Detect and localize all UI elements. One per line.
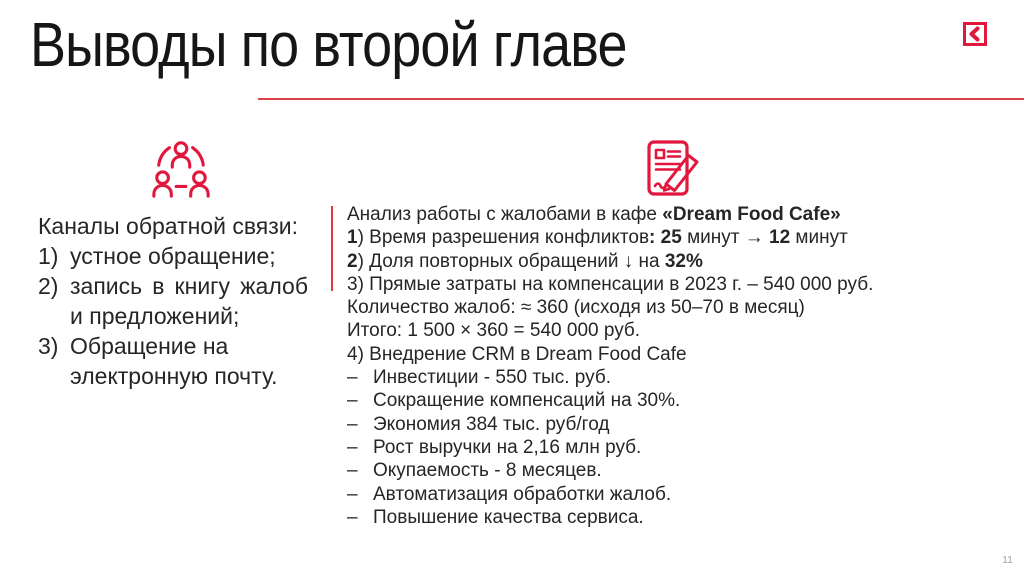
analysis-line: Анализ работы с жалобами в кафе «Dream F… bbox=[347, 203, 987, 226]
analysis-line: Итого: 1 500 × 360 = 540 000 руб. bbox=[347, 319, 987, 342]
dash-bullet: – bbox=[347, 460, 358, 482]
plain-text: Автоматизация обработки жалоб. bbox=[373, 483, 672, 505]
highlighted-text: 12 bbox=[769, 227, 791, 249]
plain-text: Сокращение компенсаций на 30%. bbox=[373, 390, 681, 412]
analysis-line: Количество жалоб: ≈ 360 (исходя из 50–70… bbox=[347, 296, 987, 319]
plain-text: 4) Внедрение CRM в Dream Food Cafe bbox=[347, 343, 687, 365]
analysis-line: 3) Прямые затраты на компенсации в 2023 … bbox=[347, 273, 987, 296]
slide-title: Выводы по второй главе bbox=[30, 11, 627, 80]
analysis-line: 1) Время разрешения конфликтов: 25 минут… bbox=[347, 226, 987, 249]
list-item: 2) запись в книгу жалоб и предложений; bbox=[38, 271, 308, 331]
plain-text: Итого: 1 500 × 360 = 540 000 руб. bbox=[347, 320, 641, 342]
list-item: 1) устное обращение; bbox=[38, 241, 308, 271]
analysis-line-text: Экономия 384 тыс. руб/год bbox=[373, 413, 609, 436]
dash-bullet: – bbox=[347, 506, 358, 528]
plain-text: Анализ работы с жалобами в кафе bbox=[347, 204, 663, 225]
plain-text: ) Доля повторных обращений ↓ на bbox=[357, 250, 665, 272]
document-edit-icon bbox=[644, 138, 702, 200]
plain-text: ) Время разрешения конфликтов bbox=[357, 227, 650, 249]
list-item-number: 2) bbox=[38, 273, 59, 299]
analysis-bullet-line: – Автоматизация обработки жалоб. bbox=[347, 483, 987, 506]
list-item: 3) Обращение на электронную почту. bbox=[38, 331, 308, 391]
back-button[interactable] bbox=[963, 22, 987, 46]
plain-text: Экономия 384 тыс. руб/год bbox=[373, 413, 610, 435]
feedback-channels-heading: Каналы обратной связи: bbox=[38, 213, 299, 239]
plain-text: 3) Прямые затраты на компенсации в 2023 … bbox=[347, 273, 874, 295]
highlighted-text: «Dream Food Cafe» bbox=[662, 204, 841, 225]
plain-text: Инвестиции - 550 тыс. руб. bbox=[373, 367, 612, 389]
complaints-analysis-block: Анализ работы с жалобами в кафе «Dream F… bbox=[347, 203, 987, 529]
analysis-bullet-line: – Инвестиции - 550 тыс. руб. bbox=[347, 366, 987, 389]
feedback-channels-block: Каналы обратной связи: 1) устное обращен… bbox=[38, 211, 308, 391]
list-item-number: 1) bbox=[38, 243, 59, 269]
analysis-line-text: Автоматизация обработки жалоб. bbox=[373, 483, 671, 506]
analysis-line-text: Повышение качества сервиса. bbox=[373, 506, 644, 529]
dash-bullet: – bbox=[347, 367, 358, 389]
highlighted-text: 25 bbox=[660, 227, 682, 249]
dash-bullet: – bbox=[347, 390, 358, 412]
plain-text: Повышение качества сервиса. bbox=[373, 506, 644, 528]
plain-text: минут bbox=[790, 227, 848, 249]
accent-vertical-divider bbox=[331, 206, 333, 291]
analysis-bullet-line: – Повышение качества сервиса. bbox=[347, 506, 987, 529]
dash-bullet: – bbox=[347, 413, 358, 435]
highlighted-text: 1 bbox=[347, 227, 358, 249]
analysis-bullet-line: – Экономия 384 тыс. руб/год bbox=[347, 413, 987, 436]
analysis-bullet-line: – Рост выручки на 2,16 млн руб. bbox=[347, 436, 987, 459]
analysis-line: 4) Внедрение CRM в Dream Food Cafe bbox=[347, 343, 987, 366]
people-network-icon bbox=[150, 138, 212, 200]
list-item-number: 3) bbox=[38, 333, 59, 359]
list-item-text: запись в книгу жалоб и предложений; bbox=[70, 273, 308, 329]
analysis-line-text: Инвестиции - 550 тыс. руб. bbox=[373, 366, 611, 389]
plain-text: Окупаемость - 8 месяцев. bbox=[373, 460, 602, 482]
analysis-line-text: Рост выручки на 2,16 млн руб. bbox=[373, 436, 641, 459]
plain-text: Рост выручки на 2,16 млн руб. bbox=[373, 436, 642, 458]
highlighted-text: : bbox=[649, 227, 656, 249]
page-number: 11 bbox=[1002, 554, 1013, 566]
list-item-text: устное обращение; bbox=[70, 243, 276, 269]
back-chevron-icon bbox=[963, 22, 987, 50]
plain-text: минут → bbox=[681, 227, 770, 249]
dash-bullet: – bbox=[347, 436, 358, 458]
analysis-bullet-line: – Окупаемость - 8 месяцев. bbox=[347, 459, 987, 482]
analysis-bullet-line: – Сокращение компенсаций на 30%. bbox=[347, 389, 987, 412]
list-item-text: Обращение на электронную почту. bbox=[70, 333, 278, 389]
highlighted-text: 2 bbox=[347, 250, 358, 272]
analysis-line: 2) Доля повторных обращений ↓ на 32% bbox=[347, 250, 987, 273]
dash-bullet: – bbox=[347, 483, 358, 505]
analysis-line-text: Окупаемость - 8 месяцев. bbox=[373, 459, 602, 482]
analysis-line-text: Сокращение компенсаций на 30%. bbox=[373, 389, 680, 412]
title-underline bbox=[258, 98, 1024, 100]
highlighted-text: 32% bbox=[664, 250, 703, 272]
plain-text: Количество жалоб: ≈ 360 (исходя из 50–70… bbox=[347, 297, 805, 319]
